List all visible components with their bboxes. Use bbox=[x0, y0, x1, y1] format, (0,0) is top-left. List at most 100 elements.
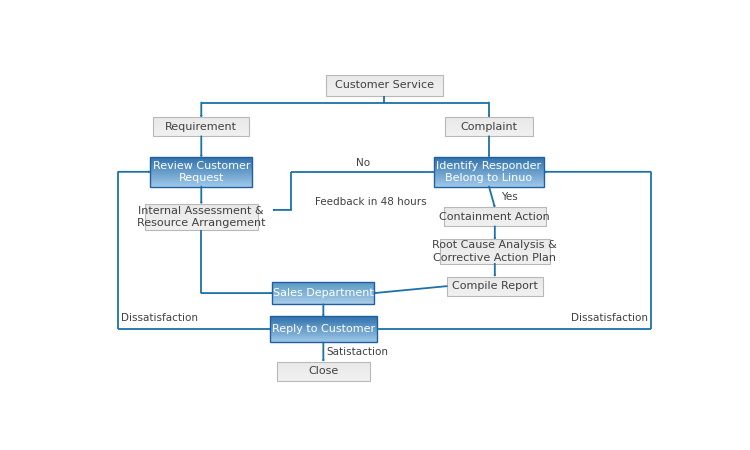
Bar bbox=[447, 287, 543, 288]
Bar bbox=[433, 170, 544, 171]
Bar bbox=[269, 330, 377, 331]
Bar bbox=[440, 240, 550, 241]
Bar bbox=[444, 219, 546, 220]
Bar bbox=[326, 81, 442, 82]
Bar bbox=[272, 293, 374, 294]
Bar bbox=[151, 172, 252, 173]
Bar bbox=[277, 366, 370, 367]
Bar bbox=[433, 184, 544, 185]
Bar bbox=[440, 239, 550, 264]
Bar bbox=[447, 285, 543, 286]
Bar bbox=[444, 222, 546, 223]
Bar bbox=[440, 241, 550, 242]
Bar bbox=[153, 120, 249, 121]
Bar bbox=[151, 163, 252, 164]
Bar bbox=[440, 253, 550, 254]
Bar bbox=[433, 176, 544, 177]
Bar bbox=[153, 131, 249, 132]
Bar bbox=[447, 286, 543, 287]
Bar bbox=[326, 77, 442, 78]
Bar bbox=[446, 122, 532, 123]
Bar bbox=[145, 220, 258, 221]
Bar bbox=[444, 209, 546, 210]
Text: Review Customer
Request: Review Customer Request bbox=[152, 161, 250, 183]
Bar bbox=[440, 260, 550, 261]
Bar bbox=[269, 325, 377, 326]
Bar bbox=[151, 178, 252, 179]
Bar bbox=[446, 128, 532, 129]
Bar bbox=[145, 224, 258, 225]
Bar bbox=[440, 261, 550, 262]
Bar bbox=[446, 123, 532, 124]
Bar bbox=[326, 91, 442, 92]
Bar bbox=[433, 183, 544, 184]
Bar bbox=[277, 369, 370, 370]
Bar bbox=[433, 158, 544, 159]
Bar bbox=[447, 290, 543, 291]
Bar bbox=[151, 165, 252, 166]
Bar bbox=[446, 134, 532, 135]
Bar bbox=[446, 127, 532, 128]
Bar bbox=[272, 282, 374, 283]
Bar bbox=[440, 243, 550, 244]
Bar bbox=[145, 217, 258, 218]
Bar bbox=[444, 213, 546, 214]
Bar bbox=[145, 216, 258, 217]
Bar bbox=[269, 339, 377, 340]
Bar bbox=[277, 371, 370, 372]
Bar bbox=[444, 211, 546, 212]
Bar bbox=[440, 252, 550, 253]
Bar bbox=[277, 374, 370, 375]
Bar bbox=[447, 292, 543, 293]
Bar bbox=[145, 210, 258, 211]
Bar bbox=[447, 283, 543, 284]
Text: Internal Assessment &
Resource Arrangement: Internal Assessment & Resource Arrangeme… bbox=[137, 206, 266, 228]
Bar bbox=[433, 165, 544, 166]
Bar bbox=[440, 263, 550, 264]
Bar bbox=[153, 130, 249, 131]
Bar bbox=[269, 328, 377, 329]
Bar bbox=[444, 214, 546, 215]
Bar bbox=[433, 174, 544, 175]
Bar bbox=[269, 340, 377, 341]
Bar bbox=[277, 367, 370, 368]
Bar bbox=[446, 117, 532, 136]
Bar bbox=[446, 133, 532, 134]
Bar bbox=[145, 206, 258, 207]
Bar bbox=[326, 93, 442, 94]
Bar bbox=[151, 164, 252, 165]
Bar bbox=[444, 218, 546, 219]
Bar bbox=[153, 117, 249, 136]
Bar bbox=[444, 215, 546, 216]
Bar bbox=[145, 204, 258, 230]
Text: Sales Department: Sales Department bbox=[273, 288, 374, 298]
Bar bbox=[272, 285, 374, 286]
Bar bbox=[326, 88, 442, 89]
Bar bbox=[277, 363, 370, 364]
Bar bbox=[269, 316, 377, 342]
Bar bbox=[433, 172, 544, 173]
Bar bbox=[440, 239, 550, 240]
Bar bbox=[446, 117, 532, 118]
Bar bbox=[440, 244, 550, 245]
Bar bbox=[145, 218, 258, 219]
Bar bbox=[440, 257, 550, 258]
Bar bbox=[269, 317, 377, 318]
Bar bbox=[277, 362, 370, 363]
Bar bbox=[440, 256, 550, 257]
Bar bbox=[272, 301, 374, 302]
Bar bbox=[444, 217, 546, 218]
Text: Reply to Customer: Reply to Customer bbox=[272, 324, 375, 334]
Bar bbox=[433, 157, 544, 187]
Bar bbox=[153, 121, 249, 122]
Bar bbox=[440, 242, 550, 243]
Bar bbox=[277, 379, 370, 380]
Bar bbox=[153, 132, 249, 133]
Bar bbox=[433, 160, 544, 161]
Bar bbox=[272, 302, 374, 303]
Bar bbox=[440, 258, 550, 259]
Bar bbox=[440, 245, 550, 246]
Bar bbox=[151, 160, 252, 161]
Bar bbox=[446, 120, 532, 121]
Bar bbox=[151, 183, 252, 184]
